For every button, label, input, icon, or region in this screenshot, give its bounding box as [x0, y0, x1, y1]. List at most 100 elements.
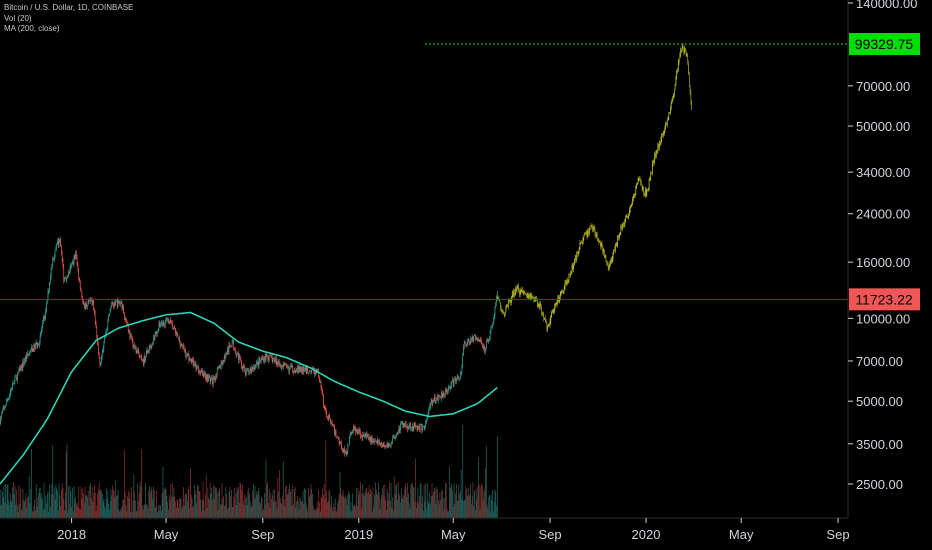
volume-bar — [141, 448, 143, 518]
projection-candle — [504, 313, 505, 317]
projection-candle — [639, 178, 641, 180]
volume-bar — [176, 499, 178, 518]
price-candle — [444, 394, 445, 396]
volume-bar — [440, 500, 442, 518]
volume-bar — [261, 498, 263, 518]
volume-bar — [1, 504, 3, 518]
volume-bar — [264, 493, 265, 518]
price-candle — [452, 380, 453, 382]
volume-bar — [30, 488, 32, 518]
price-candle — [66, 276, 68, 280]
price-candle — [206, 374, 208, 380]
price-candle — [42, 322, 43, 329]
projection-candle — [567, 280, 569, 284]
price-candle — [445, 390, 446, 396]
price-candle — [21, 365, 23, 369]
volume-bar — [489, 511, 491, 518]
price-candle — [223, 360, 224, 363]
volume-bar — [49, 485, 51, 518]
price-candle — [344, 448, 345, 454]
volume-bar — [328, 489, 330, 518]
price-candle — [13, 383, 14, 385]
price-axis[interactable]: 140000.0070000.0050000.0034000.0024000.0… — [848, 0, 917, 492]
volume-bar — [181, 508, 183, 518]
price-candle — [382, 444, 383, 447]
volume-bar — [276, 508, 278, 518]
price-candle — [89, 300, 91, 302]
volume-bar — [283, 499, 285, 518]
price-candle — [481, 344, 483, 346]
volume-bar — [226, 494, 228, 518]
price-candle — [400, 423, 401, 431]
volume-bar — [291, 505, 293, 518]
volume-bar — [306, 507, 308, 518]
y-tick-label: 16000.00 — [856, 255, 910, 270]
projection-candle — [654, 153, 656, 162]
volume-bar — [323, 494, 324, 518]
volume-bar — [369, 493, 371, 518]
volume-bar — [107, 490, 109, 518]
price-candle — [399, 427, 401, 431]
volume-bar — [371, 511, 373, 518]
price-candle — [433, 397, 435, 402]
price-candle — [330, 418, 331, 423]
volume-bar — [79, 509, 81, 518]
price-candle — [241, 361, 242, 368]
volume-bar — [460, 469, 462, 518]
volume-bar — [416, 501, 418, 518]
volume-bar — [191, 498, 193, 518]
price-candle — [191, 359, 193, 363]
volume-bar — [411, 482, 413, 518]
volume-bar — [222, 499, 224, 518]
target-level-tag[interactable] — [849, 33, 920, 56]
price-candle — [17, 370, 19, 374]
volume-bar — [307, 511, 309, 518]
current-price-tag[interactable] — [849, 288, 920, 311]
price-candle — [370, 436, 371, 443]
volume-bar — [421, 503, 423, 518]
volume-bar — [457, 500, 459, 518]
price-candle — [51, 264, 53, 268]
price-candle — [59, 238, 61, 241]
volume-bar — [489, 495, 490, 518]
volume-bar — [324, 499, 326, 518]
price-candle — [373, 441, 375, 443]
price-candle — [123, 305, 124, 314]
volume-bar — [275, 501, 277, 518]
ma-indicator-label[interactable]: MA (200, close) — [4, 24, 60, 33]
volume-bar — [431, 483, 433, 518]
projection-candle — [533, 297, 534, 300]
projection-candle — [652, 162, 654, 164]
volume-bar — [139, 481, 141, 518]
volume-bar — [321, 496, 323, 518]
volume-bar — [99, 490, 101, 518]
price-candle — [98, 352, 100, 359]
volume-bar — [15, 504, 17, 518]
price-candle — [354, 427, 356, 429]
volume-bar — [398, 493, 400, 518]
price-candle — [443, 392, 445, 395]
volume-bar — [374, 495, 375, 518]
projection-candle — [625, 217, 626, 222]
price-candle — [184, 350, 186, 351]
price-candle — [284, 364, 286, 365]
price-candle — [255, 364, 257, 368]
projection-candle — [499, 300, 501, 303]
price-candle — [37, 344, 39, 347]
projection-candle — [541, 312, 543, 314]
volume-bar — [59, 495, 61, 518]
price-candle — [476, 338, 478, 340]
projection-candle — [610, 262, 611, 264]
volume-indicator-label[interactable]: Vol (20) — [4, 13, 32, 23]
volume-bar — [202, 482, 204, 518]
price-candle — [426, 416, 428, 419]
volume-bar — [57, 510, 59, 518]
price-candle — [125, 319, 127, 321]
projection-candle — [637, 178, 639, 183]
volume-bar — [427, 501, 429, 518]
volume-bar — [53, 487, 55, 518]
symbol-label[interactable]: Bitcoin / U.S. Dollar, 1D, COINBASE — [4, 3, 134, 12]
time-axis[interactable]: 2018 May Sep 2019 May Sep 2020 May Sep — [57, 518, 850, 542]
